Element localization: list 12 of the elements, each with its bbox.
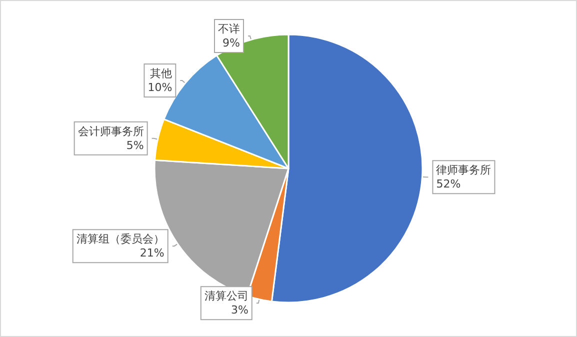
slice-label: 不详 <box>218 22 240 36</box>
slice-label: 其他 <box>150 67 172 80</box>
slice-label: 会计师事务所 <box>78 124 144 138</box>
slice-label: 清算组（委员会） <box>76 232 164 246</box>
slice-label: 清算公司 <box>204 290 248 303</box>
data-label: 52% <box>436 178 461 191</box>
data-label: 5% <box>126 138 144 152</box>
data-label: 21% <box>140 246 164 260</box>
data-label: 3% <box>230 304 248 317</box>
data-label: 9% <box>222 36 240 50</box>
slice-label: 律师事务所 <box>436 164 492 177</box>
data-label: 10% <box>148 81 172 94</box>
